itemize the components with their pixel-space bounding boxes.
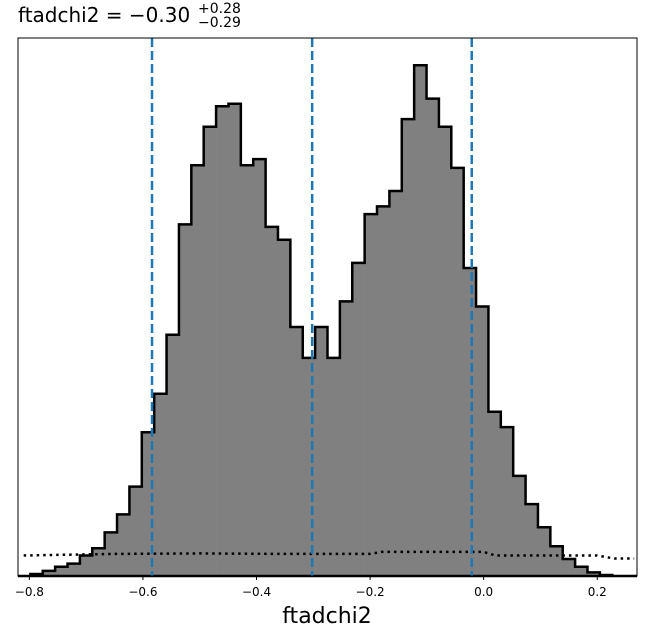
histogram-bar: [463, 267, 477, 576]
histogram-bar: [277, 239, 291, 576]
histogram-bar: [253, 159, 266, 577]
histogram-bar: [575, 566, 588, 576]
histogram-bar: [352, 262, 365, 576]
histogram-bar: [166, 334, 180, 576]
x-tick-label: −0.4: [242, 585, 271, 599]
histogram-bar: [426, 98, 440, 577]
histogram-bar: [240, 165, 254, 576]
x-axis-ticks: −0.8 −0.6 −0.4 −0.2 0.0 0.2: [15, 576, 607, 599]
histogram-outline: [18, 63, 637, 578]
histogram-bar: [537, 527, 551, 576]
histogram-bar: [290, 327, 304, 576]
histogram-bar: [488, 411, 502, 576]
histogram-bar: [228, 103, 242, 576]
histogram-bar: [191, 165, 204, 576]
prior-line-group: [23, 550, 635, 560]
chart-title-sup: +0.28: [198, 1, 241, 17]
histogram-bar: [364, 214, 378, 576]
histogram-bar: [92, 548, 105, 576]
chart-title: ftadchi2 = −0.30: [18, 3, 190, 27]
histogram-bar: [327, 357, 341, 576]
chart-title-main: ftadchi2 = −0.30: [18, 3, 190, 27]
plot-frame: [17, 37, 638, 577]
quantile-lines: [150, 38, 473, 576]
histogram-bar: [67, 563, 81, 576]
histogram-bar: [117, 514, 130, 576]
x-tick-label: −0.2: [356, 585, 385, 599]
histogram-bar: [562, 559, 576, 576]
histogram-bar: [451, 167, 464, 577]
histogram-bar: [178, 224, 192, 576]
histogram-bar: [104, 532, 118, 576]
histogram-bar: [265, 226, 279, 577]
histogram-bar: [550, 546, 564, 576]
histogram-bar: [129, 486, 143, 576]
histogram-bar: [476, 306, 489, 576]
histogram-bar: [315, 327, 328, 576]
x-tick-label: 0.2: [588, 585, 607, 599]
histogram-bar: [587, 572, 601, 576]
histogram-bar: [339, 301, 353, 576]
histogram-bar: [525, 504, 539, 576]
histogram-bar: [414, 65, 427, 577]
histogram-bar: [154, 393, 167, 576]
x-tick-label: 0.0: [474, 585, 493, 599]
histogram-bar: [302, 357, 316, 576]
histogram-bars: [18, 63, 637, 578]
histogram-bar: [513, 475, 526, 576]
histogram-bar: [79, 555, 93, 576]
histogram-bar: [401, 119, 415, 576]
histogram-bar: [438, 126, 452, 576]
x-tick-label: −0.8: [15, 585, 44, 599]
chart-title-sub: −0.29: [198, 15, 241, 31]
x-tick-label: −0.6: [128, 585, 157, 599]
histogram-bar: [203, 126, 217, 576]
histogram-bar: [55, 566, 68, 576]
prior-line: [23, 550, 635, 560]
histogram-bar: [216, 106, 229, 576]
histogram-bar: [377, 206, 390, 576]
x-axis-label: ftadchi2: [282, 604, 372, 629]
histogram-bar: [42, 570, 56, 576]
histogram-bar: [389, 190, 403, 577]
histogram-bar: [500, 427, 514, 576]
